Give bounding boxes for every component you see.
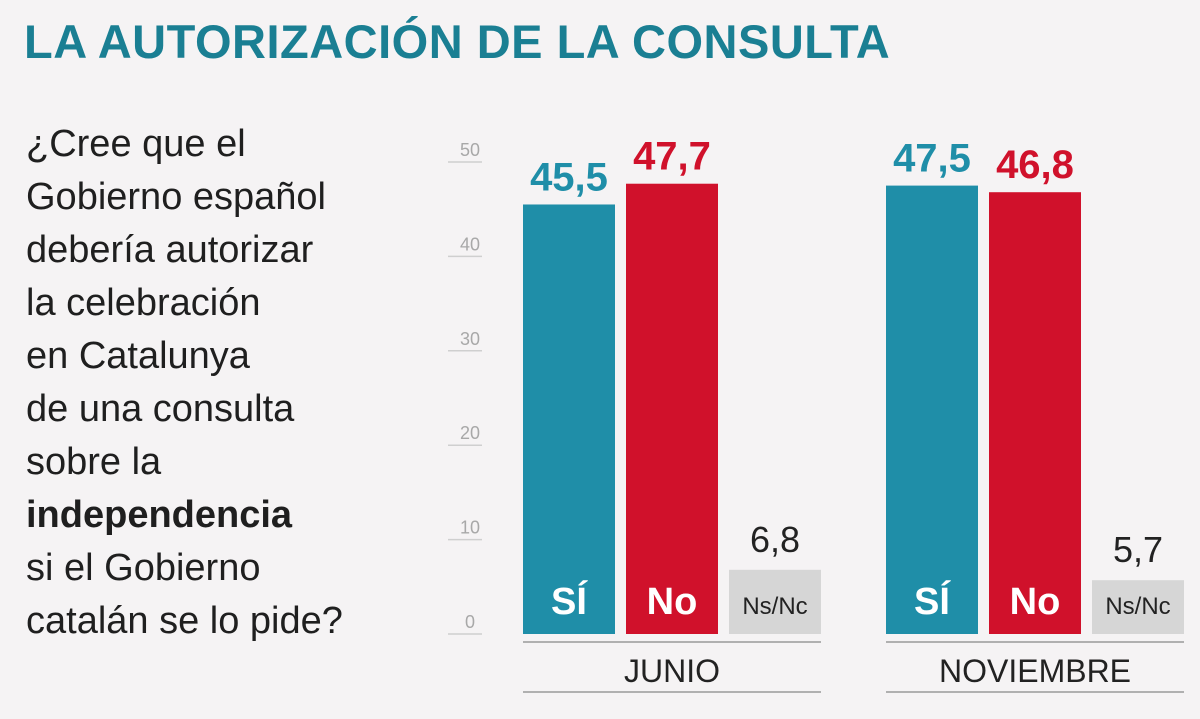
y-tick-label: 40 [460,234,480,254]
question-line: si el Gobierno [26,547,261,589]
question-line: independencia [26,494,293,536]
bar-series-label: No [1010,581,1061,623]
bar-series-label: SÍ [551,579,588,623]
question-line: la celebración [26,282,261,324]
group-label: JUNIO [624,653,720,689]
bar-nsnc-noviembre [1092,580,1184,634]
bar-no-noviembre [989,192,1081,634]
bar-series-label: Ns/Nc [742,593,807,620]
data-label: 47,7 [633,135,711,179]
data-label: 47,5 [893,137,971,181]
data-label: 45,5 [530,155,608,199]
question-line: catalán se lo pide? [26,600,343,642]
group-label: NOVIEMBRE [939,653,1131,689]
y-tick-label: 50 [460,140,480,160]
bar-nsnc-junio [729,569,821,634]
question-line: de una consulta [26,388,295,430]
question-line: ¿Cree que el [26,123,246,165]
bar-series-label: No [647,581,698,623]
bar-no-junio [626,183,718,634]
y-tick-label: 0 [465,612,475,632]
bar-sí-junio [523,204,615,635]
bar-series-label: Ns/Nc [1105,593,1170,620]
data-label: 6,8 [750,519,800,560]
question-line: debería autorizar [26,229,314,271]
y-tick-label: 10 [460,518,480,538]
chart-title: LA AUTORIZACIÓN DE LA CONSULTA [24,15,891,68]
question-line: Gobierno español [26,176,326,218]
question-line: sobre la [26,441,162,483]
data-label: 5,7 [1113,529,1163,570]
y-tick-label: 20 [460,423,480,443]
bar-sí-noviembre [886,185,978,634]
question-line: en Catalunya [26,335,250,377]
data-label: 46,8 [996,143,1074,187]
bar-series-label: SÍ [914,579,951,623]
survey-question: ¿Cree que el Gobierno español debería auto… [26,118,446,648]
y-tick-label: 30 [460,329,480,349]
